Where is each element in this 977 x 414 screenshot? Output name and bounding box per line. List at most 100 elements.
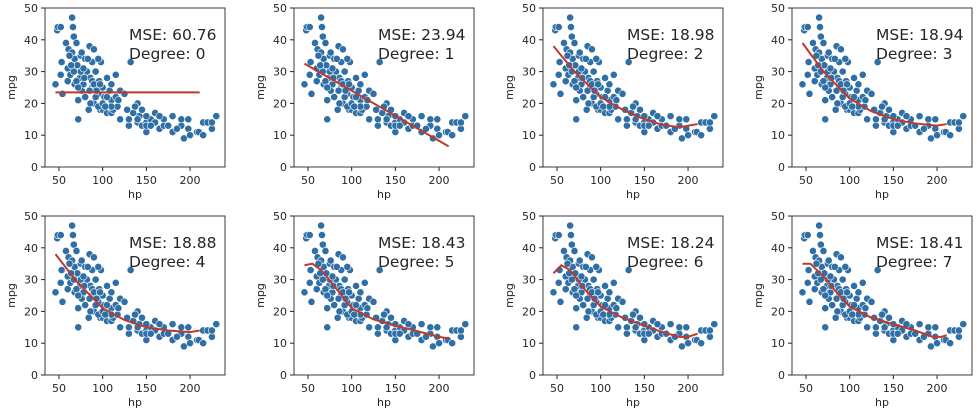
degree-annotation: Degree: 7	[876, 253, 952, 271]
x-tick-label: 200	[180, 174, 201, 187]
data-point	[404, 112, 413, 121]
data-point	[850, 282, 858, 290]
y-tick-label: 30	[24, 66, 38, 79]
data-point	[340, 275, 349, 284]
data-point	[601, 74, 609, 82]
data-point	[387, 313, 395, 322]
x-axis-label: hp	[377, 188, 391, 201]
data-point	[563, 51, 572, 60]
data-point	[821, 96, 830, 105]
data-point	[180, 342, 188, 351]
data-point	[556, 89, 565, 98]
data-point	[433, 115, 442, 124]
subplot-2: 50 100 150 200 0 10 20 30 40 50 hp mpg MSE: 18.98Deg…	[503, 2, 724, 201]
x-tick-label: 150	[136, 382, 157, 395]
degree-annotation: Degree: 3	[876, 45, 952, 63]
data-point	[306, 266, 315, 274]
data-point	[426, 323, 435, 332]
data-point	[871, 115, 880, 124]
data-point	[334, 86, 343, 95]
data-point	[567, 231, 575, 239]
y-tick-label: 50	[522, 2, 536, 15]
data-point	[94, 54, 103, 63]
data-point	[804, 58, 813, 66]
data-point	[594, 288, 602, 297]
data-point	[180, 134, 188, 143]
subplot-0: 50 100 150 200 0 10 20 30 40 50 hp mpg MSE: 60.76Deg…	[5, 2, 226, 201]
data-point	[155, 320, 164, 329]
data-point	[323, 115, 332, 124]
subplot-6: 50 100 150 200 0 10 20 30 40 50 hp mpg MSE: 18.24Deg…	[503, 210, 724, 409]
data-point	[199, 131, 208, 140]
x-axis-label: hp	[875, 188, 889, 201]
y-tick-label: 40	[771, 242, 785, 255]
x-axis-label: hp	[377, 396, 391, 409]
data-point	[678, 342, 686, 351]
data-point	[828, 301, 837, 309]
axes-frame	[542, 7, 724, 168]
data-point	[321, 285, 330, 294]
x-tick-label: 50	[799, 382, 813, 395]
data-point	[305, 278, 314, 287]
y-tick-label: 20	[522, 97, 536, 110]
x-tick-label: 150	[883, 382, 904, 395]
fit-line	[802, 262, 947, 338]
data-point	[554, 278, 563, 287]
data-point	[570, 77, 579, 86]
data-point	[184, 124, 193, 133]
data-point	[841, 54, 850, 63]
data-point	[433, 323, 442, 332]
y-tick-label: 40	[522, 242, 536, 255]
data-point	[582, 105, 591, 114]
data-point	[323, 291, 332, 300]
data-point	[84, 313, 93, 322]
data-point	[572, 83, 581, 92]
data-point	[372, 105, 381, 114]
y-axis-label: mpg	[503, 283, 516, 308]
x-tick-label: 100	[92, 382, 113, 395]
data-point	[375, 58, 384, 66]
data-point	[581, 262, 590, 271]
x-tick-label: 150	[385, 174, 406, 187]
data-point	[697, 339, 706, 348]
y-tick-label: 40	[522, 34, 536, 47]
data-point	[323, 304, 332, 313]
data-point	[582, 313, 591, 322]
data-point	[91, 275, 100, 284]
data-point	[124, 323, 133, 332]
data-point	[819, 247, 828, 255]
x-tick-label: 50	[799, 174, 813, 187]
data-point	[678, 134, 686, 143]
data-point	[67, 61, 76, 70]
data-point	[867, 89, 876, 98]
data-point	[863, 323, 872, 332]
data-point	[803, 23, 812, 31]
x-tick-label: 100	[839, 382, 860, 395]
data-point	[177, 115, 186, 124]
data-point	[592, 262, 601, 271]
data-point	[837, 253, 845, 262]
axes-frame	[44, 215, 226, 376]
data-point	[880, 323, 889, 332]
data-point	[74, 291, 83, 300]
data-point	[710, 112, 719, 121]
data-point	[697, 131, 706, 140]
y-tick-label: 0	[31, 161, 38, 174]
data-point	[556, 297, 565, 306]
data-point	[878, 310, 886, 319]
data-point	[335, 307, 344, 316]
mse-annotation: MSE: 18.24	[627, 234, 715, 252]
data-point	[831, 313, 840, 322]
data-point	[72, 39, 81, 47]
data-point	[570, 247, 579, 255]
data-point	[448, 339, 457, 348]
x-tick-label: 100	[590, 174, 611, 187]
data-point	[924, 323, 933, 332]
data-point	[207, 118, 216, 127]
data-point	[584, 99, 593, 108]
data-point	[827, 74, 836, 82]
data-point	[572, 291, 581, 300]
data-point	[848, 310, 857, 319]
y-axis-label: mpg	[254, 75, 267, 100]
data-point	[572, 115, 581, 124]
